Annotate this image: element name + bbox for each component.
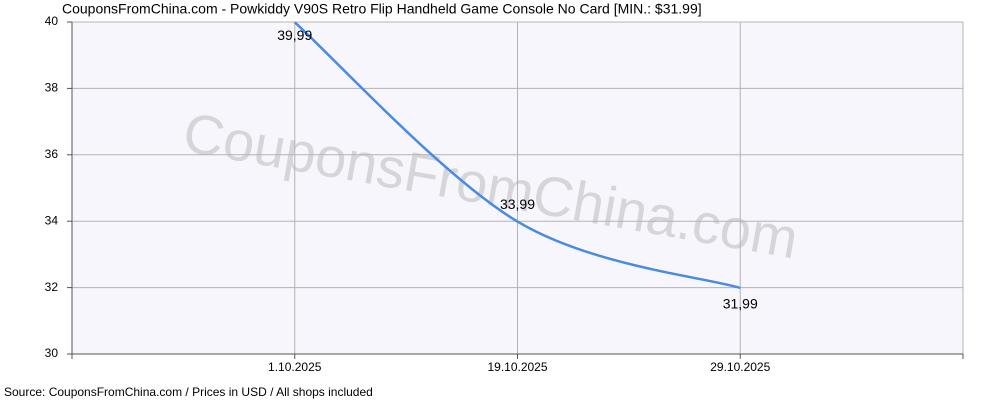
data-label: 31,99 bbox=[723, 296, 758, 312]
x-tick-label: 1.10.2025 bbox=[268, 360, 322, 374]
chart-title: CouponsFromChina.com - Powkiddy V90S Ret… bbox=[62, 1, 702, 17]
y-tick-label: 30 bbox=[45, 346, 59, 360]
y-tick-label: 36 bbox=[45, 147, 59, 161]
source-note: Source: CouponsFromChina.com / Prices in… bbox=[4, 385, 373, 399]
x-tick-label: 29.10.2025 bbox=[710, 360, 770, 374]
y-tick-label: 34 bbox=[45, 213, 59, 227]
y-tick-label: 32 bbox=[45, 280, 59, 294]
price-line bbox=[293, 21, 741, 290]
data-label: 33,99 bbox=[500, 196, 535, 212]
y-tick-label: 38 bbox=[45, 81, 59, 95]
data-label: 39,99 bbox=[277, 27, 312, 43]
x-tick-label: 19.10.2025 bbox=[487, 360, 547, 374]
y-tick-label: 40 bbox=[45, 14, 59, 28]
